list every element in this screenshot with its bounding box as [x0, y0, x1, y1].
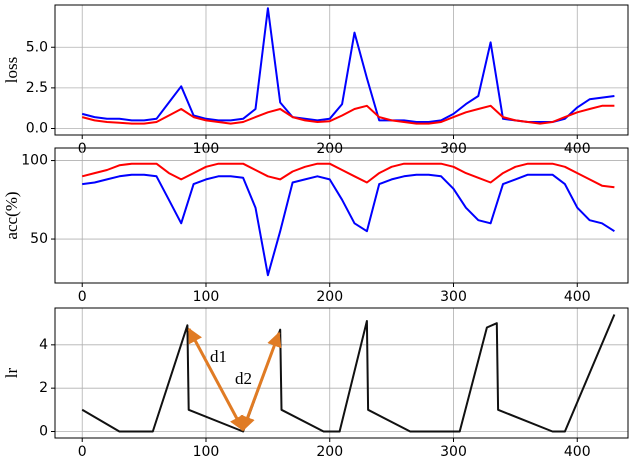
- x-tick-label: 200: [316, 289, 343, 305]
- y-tick-label: 5.0: [26, 39, 48, 55]
- y-tick-label: 2.5: [26, 80, 48, 96]
- annotation: d1: [210, 347, 227, 366]
- x-tick-label: 400: [564, 289, 591, 305]
- y-axis-label: acc(%): [2, 191, 21, 239]
- y-axis-label: loss: [2, 57, 21, 83]
- plot-frame: [54, 147, 629, 284]
- y-axis-label: lr: [2, 367, 21, 378]
- data-line: [81, 314, 616, 433]
- x-tick-label: 100: [193, 444, 220, 460]
- y-tick-label: 2: [39, 380, 48, 396]
- x-tick-label: 0: [78, 289, 87, 305]
- y-tick-label: 100: [21, 153, 48, 169]
- y-tick-label: 4: [39, 337, 48, 353]
- arrow-d1: [187, 327, 245, 432]
- x-tick-label: 0: [78, 444, 87, 460]
- x-tick-label: 100: [193, 289, 220, 305]
- x-tick-label: 300: [440, 289, 467, 305]
- y-tick-label: 50: [30, 231, 48, 247]
- arrow-d2: [240, 331, 282, 432]
- data-line: [82, 173, 615, 277]
- x-tick-label: 200: [316, 444, 343, 460]
- y-tick-label: 0: [39, 424, 48, 440]
- x-tick-label: 300: [440, 444, 467, 460]
- plot-frame: [54, 4, 629, 136]
- data-line: [81, 104, 615, 125]
- annotation: d2: [235, 369, 252, 388]
- plot-frame: [54, 307, 629, 439]
- data-line: [81, 7, 615, 123]
- x-tick-label: 400: [564, 444, 591, 460]
- y-tick-label: 0.0: [26, 121, 48, 137]
- data-line: [81, 162, 615, 189]
